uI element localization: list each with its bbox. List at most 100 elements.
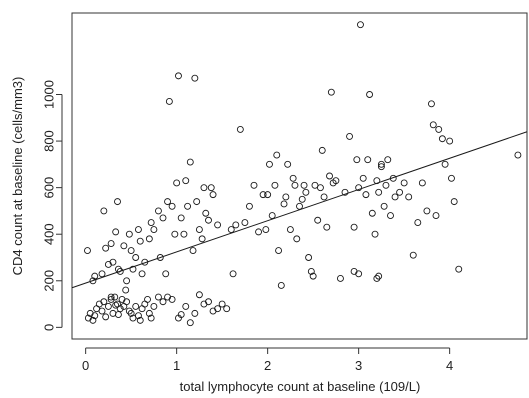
data-point: [150, 226, 158, 234]
data-point: [384, 156, 392, 164]
data-point: [302, 188, 310, 196]
data-point: [266, 160, 273, 168]
data-point: [318, 146, 326, 154]
data-point: [127, 309, 135, 317]
data-points: [84, 21, 522, 327]
data-point: [514, 151, 522, 159]
data-point: [195, 291, 203, 299]
data-point: [455, 265, 463, 273]
data-point: [186, 158, 194, 166]
data-point: [109, 309, 117, 317]
data-point: [168, 202, 176, 210]
data-point: [314, 216, 322, 224]
data-point: [165, 98, 173, 105]
x-tick-label: 3: [355, 358, 362, 373]
data-point: [168, 295, 176, 303]
x-tick-label: 0: [82, 358, 89, 373]
data-point: [377, 163, 385, 171]
data-point: [364, 156, 372, 164]
data-point: [332, 177, 340, 185]
data-point: [89, 316, 97, 324]
data-point: [127, 247, 135, 254]
data-point: [255, 228, 262, 236]
data-point: [341, 188, 349, 196]
data-point: [136, 316, 144, 324]
data-point: [448, 174, 455, 182]
data-point: [284, 160, 292, 168]
data-point: [147, 314, 155, 322]
data-point: [223, 305, 231, 313]
data-point: [307, 268, 315, 275]
data-point: [296, 202, 303, 210]
data-point: [189, 247, 197, 254]
data-point: [438, 135, 446, 143]
data-point: [286, 226, 294, 234]
data-point: [205, 298, 212, 306]
data-point: [89, 277, 97, 285]
y-tick-label: 800: [42, 130, 57, 152]
data-point: [423, 207, 431, 215]
data-point: [116, 268, 124, 275]
x-tick-label: 1: [173, 358, 180, 373]
data-point: [134, 226, 142, 234]
data-point: [123, 298, 131, 306]
data-point: [112, 228, 120, 236]
data-point: [227, 226, 235, 234]
data-point: [300, 181, 308, 189]
data-point: [134, 312, 142, 320]
x-axis: 0 1 2 3 4: [82, 347, 453, 373]
data-point: [357, 21, 364, 29]
data-point: [409, 251, 417, 259]
data-point: [441, 160, 449, 168]
data-point: [162, 270, 170, 278]
data-point: [154, 207, 162, 215]
data-point: [191, 309, 199, 317]
data-point: [207, 184, 215, 192]
data-point: [120, 242, 128, 250]
data-point: [446, 137, 454, 145]
data-point: [366, 91, 374, 98]
data-point: [164, 198, 172, 206]
data-point: [180, 230, 188, 238]
data-point: [280, 200, 288, 208]
data-point: [450, 198, 458, 206]
data-point: [193, 198, 201, 206]
data-point: [309, 272, 317, 280]
data-point: [271, 181, 279, 189]
data-point: [327, 88, 335, 96]
data-point: [182, 177, 190, 185]
data-point: [154, 293, 162, 301]
data-point: [159, 214, 167, 222]
data-point: [259, 191, 267, 199]
data-point: [400, 179, 408, 187]
data-point: [355, 184, 363, 192]
data-point: [396, 188, 404, 196]
data-point: [147, 219, 155, 227]
data-point: [98, 270, 106, 278]
data-point: [273, 151, 281, 159]
data-point: [291, 181, 299, 189]
data-point: [380, 202, 388, 210]
y-tick-label: 0: [42, 324, 57, 331]
data-point: [125, 307, 133, 315]
data-point: [107, 293, 115, 301]
data-point: [373, 275, 381, 282]
data-point: [264, 191, 272, 199]
data-point: [218, 300, 226, 308]
data-point: [298, 195, 306, 203]
data-point: [195, 226, 203, 234]
y-tick-label: 600: [42, 177, 57, 199]
data-point: [98, 307, 106, 315]
data-point: [405, 193, 413, 201]
data-point: [429, 121, 437, 129]
data-point: [326, 172, 333, 180]
data-point: [428, 100, 435, 108]
data-point: [320, 193, 328, 201]
data-point: [175, 72, 182, 80]
data-point: [305, 254, 313, 261]
data-point: [435, 125, 443, 133]
x-tick-label: 2: [264, 358, 271, 373]
data-point: [391, 193, 399, 201]
data-point: [138, 270, 146, 278]
